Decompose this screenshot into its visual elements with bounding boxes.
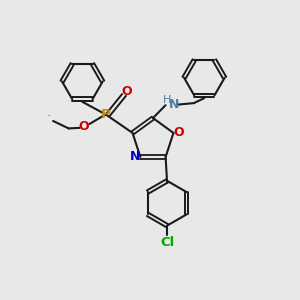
Text: O: O xyxy=(173,126,184,140)
Text: N: N xyxy=(130,150,140,164)
Text: Cl: Cl xyxy=(160,236,174,249)
Text: H: H xyxy=(163,95,171,105)
Text: ethyl: ethyl xyxy=(48,115,52,116)
Text: P: P xyxy=(101,108,110,121)
Text: O: O xyxy=(79,120,89,134)
Text: N: N xyxy=(169,98,180,111)
Text: O: O xyxy=(122,85,133,98)
